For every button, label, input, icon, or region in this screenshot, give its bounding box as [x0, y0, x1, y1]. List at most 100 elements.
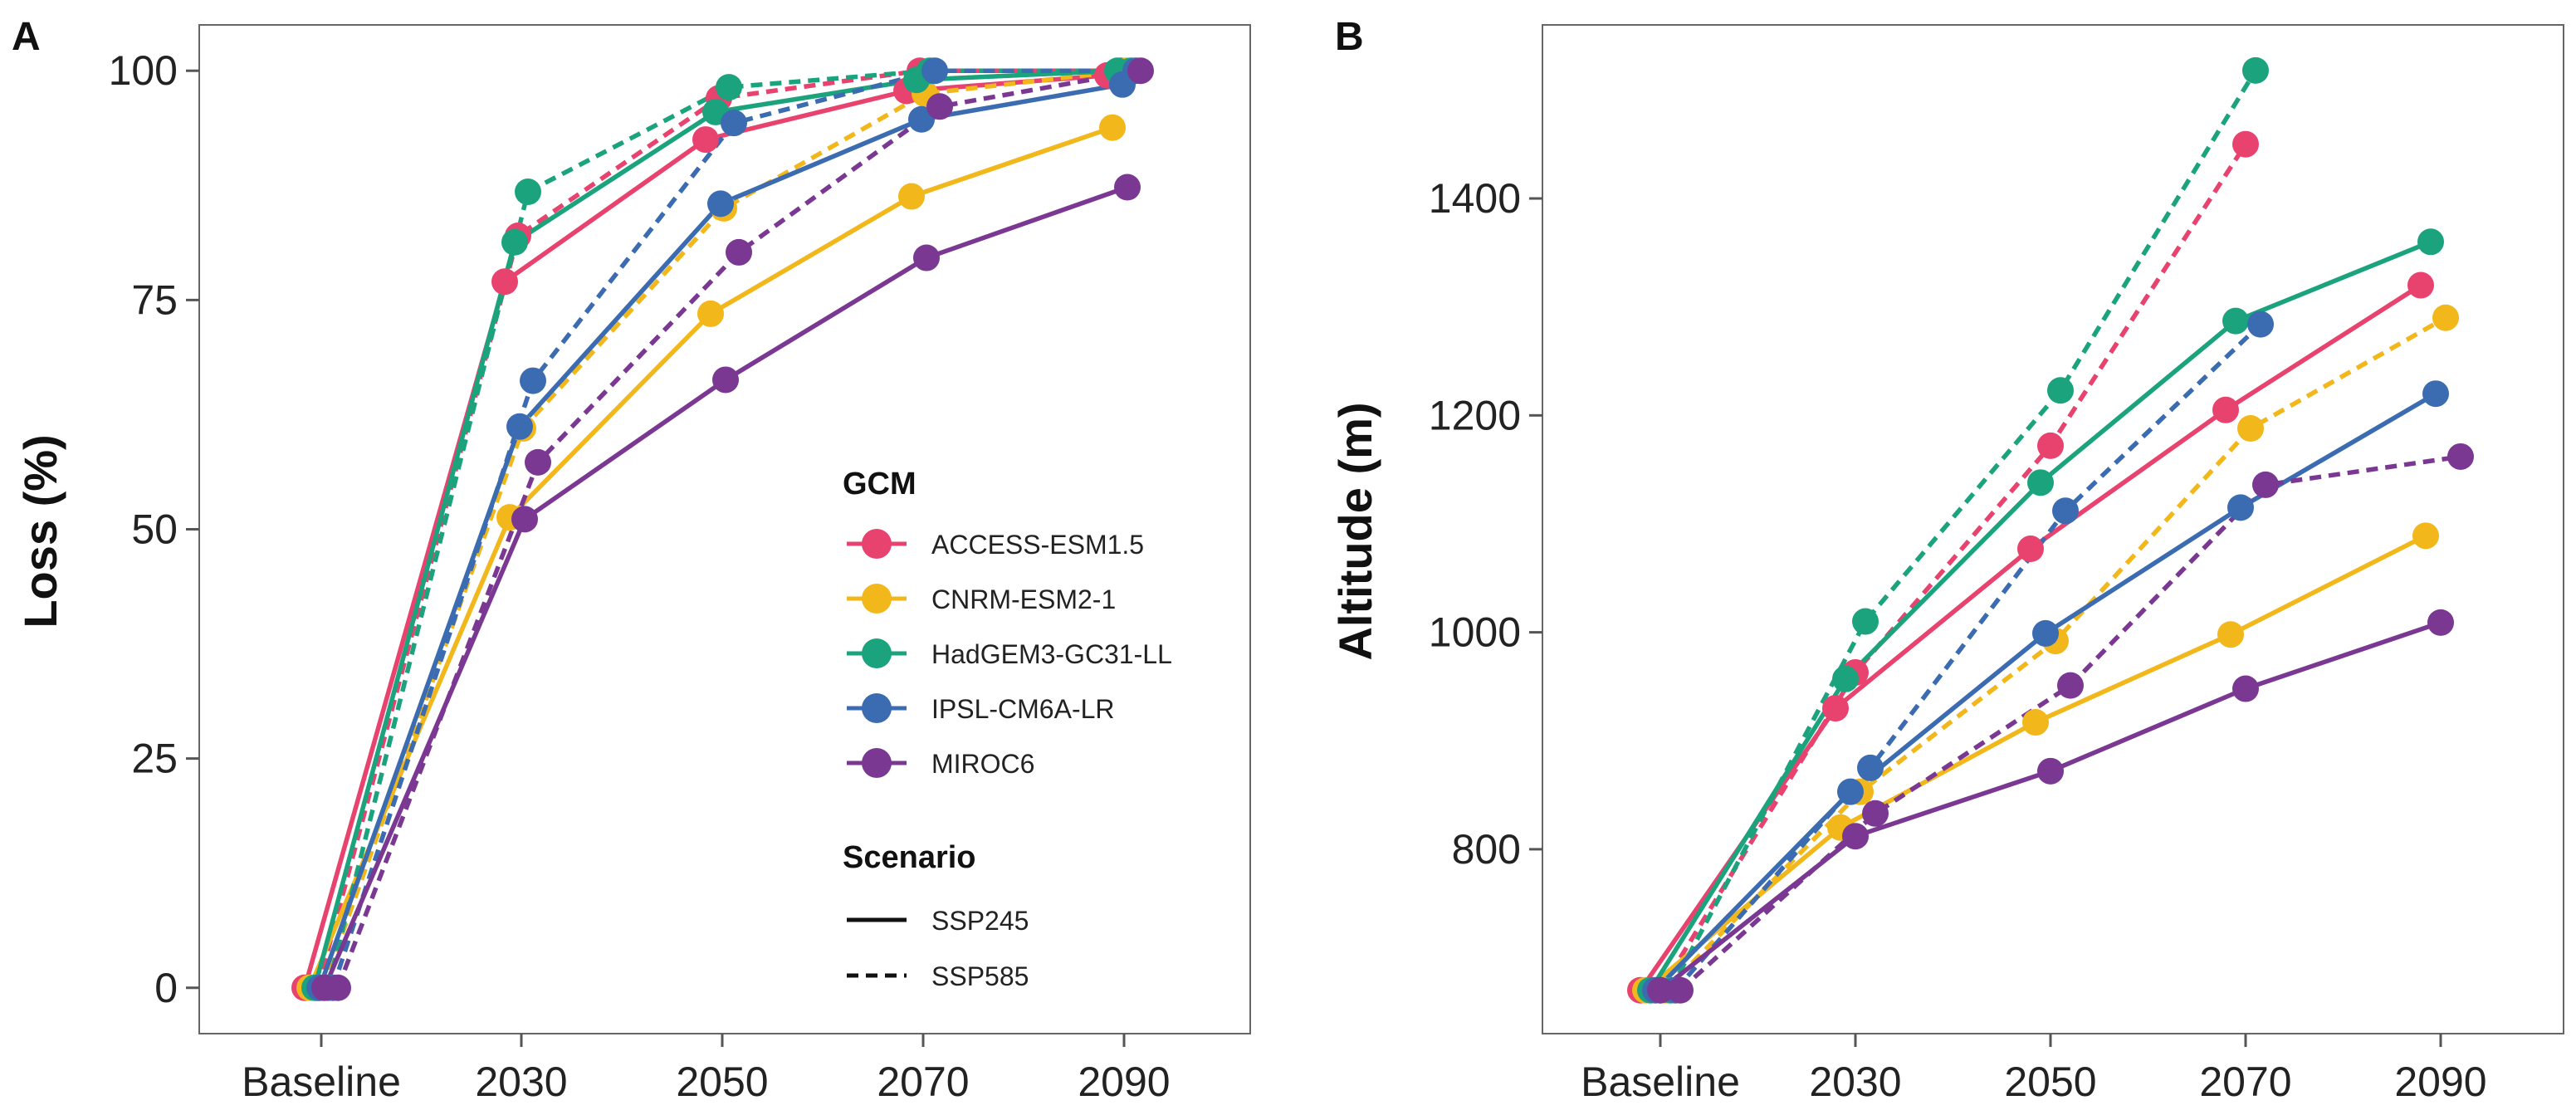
x-tick-label: 2050	[2004, 1059, 2096, 1105]
legend-swatch-marker	[862, 529, 892, 559]
x-tick-label: 2030	[475, 1059, 567, 1105]
panel-a-series	[291, 57, 1154, 1001]
data-point	[2027, 469, 2054, 496]
data-point	[2037, 432, 2064, 459]
x-tick-label: 2070	[877, 1059, 969, 1105]
legend-swatch-marker	[862, 693, 892, 723]
legend: GCM ACCESS-ESM1.5 CNRM-ESM2-1 HadGEM3-GC…	[843, 467, 1172, 991]
data-point	[898, 183, 925, 210]
data-point	[2417, 228, 2444, 256]
data-point	[712, 366, 739, 394]
data-point	[2222, 307, 2249, 335]
legend-item: HadGEM3-GC31-LL	[847, 638, 1172, 669]
panel-b-frame	[1542, 24, 2564, 1034]
data-point	[2212, 396, 2239, 423]
panel-b-ylabel: Altitude (m)	[1329, 402, 1381, 660]
data-point	[2242, 56, 2269, 84]
data-point	[2422, 380, 2449, 408]
legend-label: ACCESS-ESM1.5	[931, 530, 1144, 560]
series-line-ipsl-cm6a-lr-ssp585	[1673, 322, 2262, 992]
x-tick-label: 2030	[1809, 1059, 1901, 1105]
x-tick-label: 2090	[1078, 1059, 1170, 1105]
x-tick-label: Baseline	[242, 1059, 401, 1105]
data-point	[2432, 304, 2459, 331]
data-point	[921, 57, 948, 85]
legend-item: MIROC6	[847, 748, 1034, 779]
x-tick-label: Baseline	[1581, 1059, 1740, 1105]
data-point	[525, 448, 551, 476]
series-line-miroc6-ssp585	[335, 68, 1141, 989]
y-tick-label: 1400	[1429, 175, 1521, 222]
legend-item: ACCESS-ESM1.5	[847, 529, 1144, 560]
data-point	[716, 74, 742, 101]
data-point	[2237, 415, 2264, 442]
data-point	[1114, 174, 1141, 201]
series-line-access-esm1-5-ssp585	[1658, 143, 2248, 992]
y-tick-label: 50	[131, 506, 178, 553]
data-point	[692, 126, 719, 154]
data-point	[2022, 709, 2049, 736]
panel-b-label: B	[1335, 15, 1364, 59]
x-tick-label: 2070	[2199, 1059, 2291, 1105]
data-point	[1842, 823, 1869, 850]
data-point	[1837, 778, 1864, 805]
data-point	[2052, 497, 2079, 525]
data-point	[511, 506, 538, 533]
x-tick-label: 2050	[676, 1059, 768, 1105]
legend-swatch-marker	[862, 638, 892, 668]
panel-a-ticks: 0 25 50 75 100 Baseline 2030 2050 2070 2090	[109, 47, 1171, 1105]
data-point	[325, 974, 351, 1001]
legend-label: CNRM-ESM2-1	[931, 584, 1116, 614]
data-point	[2047, 377, 2074, 404]
y-tick-label: 75	[131, 276, 178, 323]
data-point	[1832, 665, 1859, 692]
data-point	[2227, 494, 2254, 521]
data-point	[515, 178, 541, 206]
data-point	[2232, 675, 2259, 702]
data-point	[2407, 271, 2434, 299]
data-point	[1862, 800, 1889, 827]
data-point	[721, 110, 747, 137]
series-line-cnrm-esm2-1-ssp245	[1644, 533, 2427, 992]
legend-item: SSP245	[847, 906, 1029, 936]
data-point	[2447, 443, 2474, 470]
data-point	[926, 93, 953, 120]
data-point	[2427, 609, 2454, 636]
data-point	[2217, 621, 2244, 648]
legend-label: HadGEM3-GC31-LL	[931, 639, 1172, 669]
series-line-miroc6-ssp585	[1679, 454, 2461, 992]
data-point	[1857, 754, 1884, 781]
y-tick-label: 25	[131, 736, 178, 782]
series-line-hadgem3-gc31-ll-ssp585	[1668, 69, 2258, 991]
data-point	[697, 300, 724, 327]
series-line-miroc6-ssp245	[1659, 620, 2442, 992]
panel-a: A Loss (%) 0 25 50 75 100 Baseline 2030 2050 207…	[12, 15, 1251, 1105]
data-point	[913, 244, 940, 271]
data-point	[1647, 976, 1674, 1004]
data-point	[1099, 114, 1126, 141]
series-line-cnrm-esm2-1-ssp585	[320, 68, 1127, 989]
data-point	[2037, 757, 2064, 785]
legend-swatch-marker	[862, 748, 892, 778]
y-tick-label: 1200	[1429, 392, 1521, 438]
legend-scenario-title: Scenario	[843, 840, 976, 875]
legend-label: SSP245	[931, 906, 1029, 936]
data-point	[491, 268, 518, 296]
y-tick-label: 0	[154, 965, 178, 1011]
legend-gcm-title: GCM	[843, 467, 917, 501]
panel-b-ticks: 800 1000 1200 1400 Baseline 2030 2050 2070 2090	[1429, 175, 2487, 1105]
panel-a-ylabel: Loss (%)	[14, 434, 66, 628]
data-point	[707, 190, 734, 218]
legend-item: CNRM-ESM2-1	[847, 584, 1116, 614]
legend-item: SSP585	[847, 961, 1029, 991]
data-point	[1822, 695, 1849, 722]
y-tick-label: 100	[109, 47, 178, 94]
data-point	[1852, 608, 1879, 635]
legend-swatch-marker	[862, 584, 892, 614]
data-point	[2032, 619, 2059, 647]
panel-b: B Altitude (m) 800 1000 1200 1400 Baseline 20…	[1329, 15, 2564, 1105]
data-point	[726, 238, 752, 266]
legend-item: IPSL-CM6A-LR	[847, 693, 1115, 724]
data-point	[501, 228, 528, 256]
